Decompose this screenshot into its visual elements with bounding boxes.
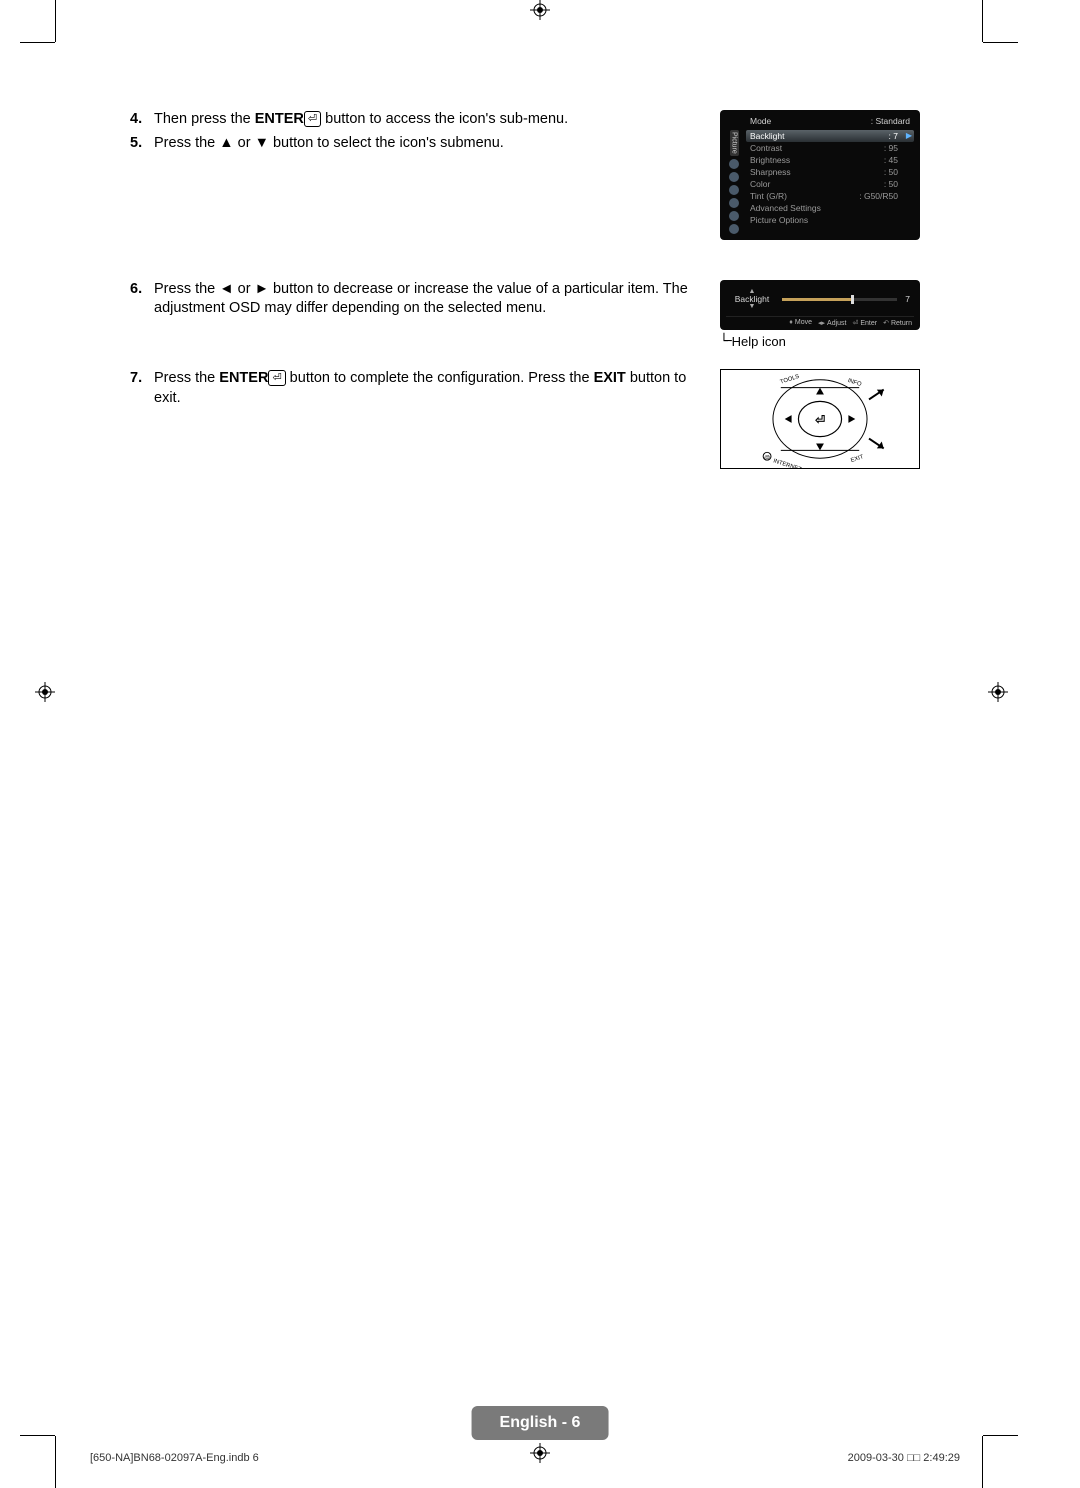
- osd-side-tab: Picture: [730, 130, 739, 156]
- osd-item-list: Backlight: 7Contrast: 95Brightness: 45Sh…: [742, 130, 914, 234]
- osd-slider: ▲ Backlight ▼ 7 MoveAdjustEnterReturn: [720, 280, 920, 331]
- step-number: 7.: [130, 369, 154, 408]
- step-text: Press the ENTER⏎ button to complete the …: [154, 369, 700, 408]
- osd-menu-item: Picture Options: [746, 214, 914, 226]
- help-icon-callout: └─Help icon: [720, 334, 920, 349]
- step-6: 6. Press the ◄ or ► button to decrease o…: [130, 280, 700, 319]
- step-4: 4. Then press the ENTER⏎ button to acces…: [130, 110, 700, 130]
- registration-mark-icon: [530, 1443, 550, 1463]
- footer-filename: [650-NA]BN68-02097A-Eng.indb 6: [90, 1452, 259, 1464]
- page-content: 4. Then press the ENTER⏎ button to acces…: [130, 110, 920, 489]
- osd-menu-item: Color: 50: [746, 178, 914, 190]
- osd-menu-item: Advanced Settings: [746, 202, 914, 214]
- crop-mark: [983, 42, 1018, 43]
- crop-mark: [982, 1436, 983, 1488]
- osd-menu-item: Tint (G/R): G50/R50: [746, 190, 914, 202]
- crop-mark: [982, 0, 983, 42]
- osd-help-item: Return: [883, 319, 912, 327]
- slider-thumb: [851, 295, 854, 304]
- slider-label: Backlight: [730, 295, 774, 304]
- down-arrow-icon: ▼: [730, 303, 774, 310]
- enter-icon: ⏎: [268, 370, 285, 386]
- svg-text:INFO: INFO: [847, 378, 863, 388]
- step-text: Press the ◄ or ► button to decrease or i…: [154, 280, 700, 319]
- osd-side-icon: [729, 185, 739, 195]
- osd-header-label: Mode: [750, 116, 771, 126]
- page-badge: English - 6: [472, 1406, 609, 1440]
- osd-picture-menu: Mode : Standard Picture Backlight: 7Cont…: [720, 110, 920, 240]
- step-5: 5. Press the ▲ or ▼ button to select the…: [130, 134, 700, 154]
- osd-help-item: Enter: [853, 319, 878, 327]
- slider-value: 7: [905, 294, 910, 304]
- step-number: 4.: [130, 110, 154, 130]
- crop-mark: [20, 42, 55, 43]
- crop-mark: [55, 0, 56, 42]
- step-number: 5.: [130, 134, 154, 154]
- svg-text:INTERNET: INTERNET: [772, 459, 802, 469]
- registration-mark-icon: [35, 682, 55, 702]
- slider-track: [782, 298, 897, 301]
- osd-side-icon: [729, 159, 739, 169]
- remote-diagram: ⏎ TOOLS INFO INTERNET EXIT @: [720, 369, 920, 469]
- osd-side-icon: [729, 172, 739, 182]
- osd-menu-item: Backlight: 7: [746, 130, 914, 142]
- osd-help-item: Move: [789, 319, 812, 327]
- svg-text:EXIT: EXIT: [850, 454, 865, 464]
- osd-menu-item: Contrast: 95: [746, 142, 914, 154]
- crop-mark: [55, 1436, 56, 1488]
- osd-help-bar: Move Adjust Enter Return: [726, 316, 914, 327]
- osd-side-icon: [729, 198, 739, 208]
- crop-mark: [20, 1435, 55, 1436]
- osd-header-value: : Standard: [871, 116, 910, 126]
- step-text: Then press the ENTER⏎ button to access t…: [154, 110, 700, 130]
- osd-side-icon: [729, 211, 739, 221]
- step-text: Press the ▲ or ▼ button to select the ic…: [154, 134, 700, 154]
- svg-text:⏎: ⏎: [814, 414, 825, 427]
- registration-mark-icon: [530, 0, 550, 20]
- svg-text:@: @: [764, 455, 770, 461]
- crop-mark: [983, 1435, 1018, 1436]
- svg-text:TOOLS: TOOLS: [780, 374, 801, 386]
- osd-help-item: Adjust: [818, 319, 847, 327]
- osd-menu-item: Sharpness: 50: [746, 166, 914, 178]
- osd-menu-item: Brightness: 45: [746, 154, 914, 166]
- footer-timestamp: 2009-03-30 □□ 2:49:29: [848, 1452, 960, 1464]
- step-7: 7. Press the ENTER⏎ button to complete t…: [130, 369, 700, 408]
- registration-mark-icon: [988, 682, 1008, 702]
- step-number: 6.: [130, 280, 154, 319]
- osd-side-icon: [729, 224, 739, 234]
- enter-icon: ⏎: [304, 111, 321, 127]
